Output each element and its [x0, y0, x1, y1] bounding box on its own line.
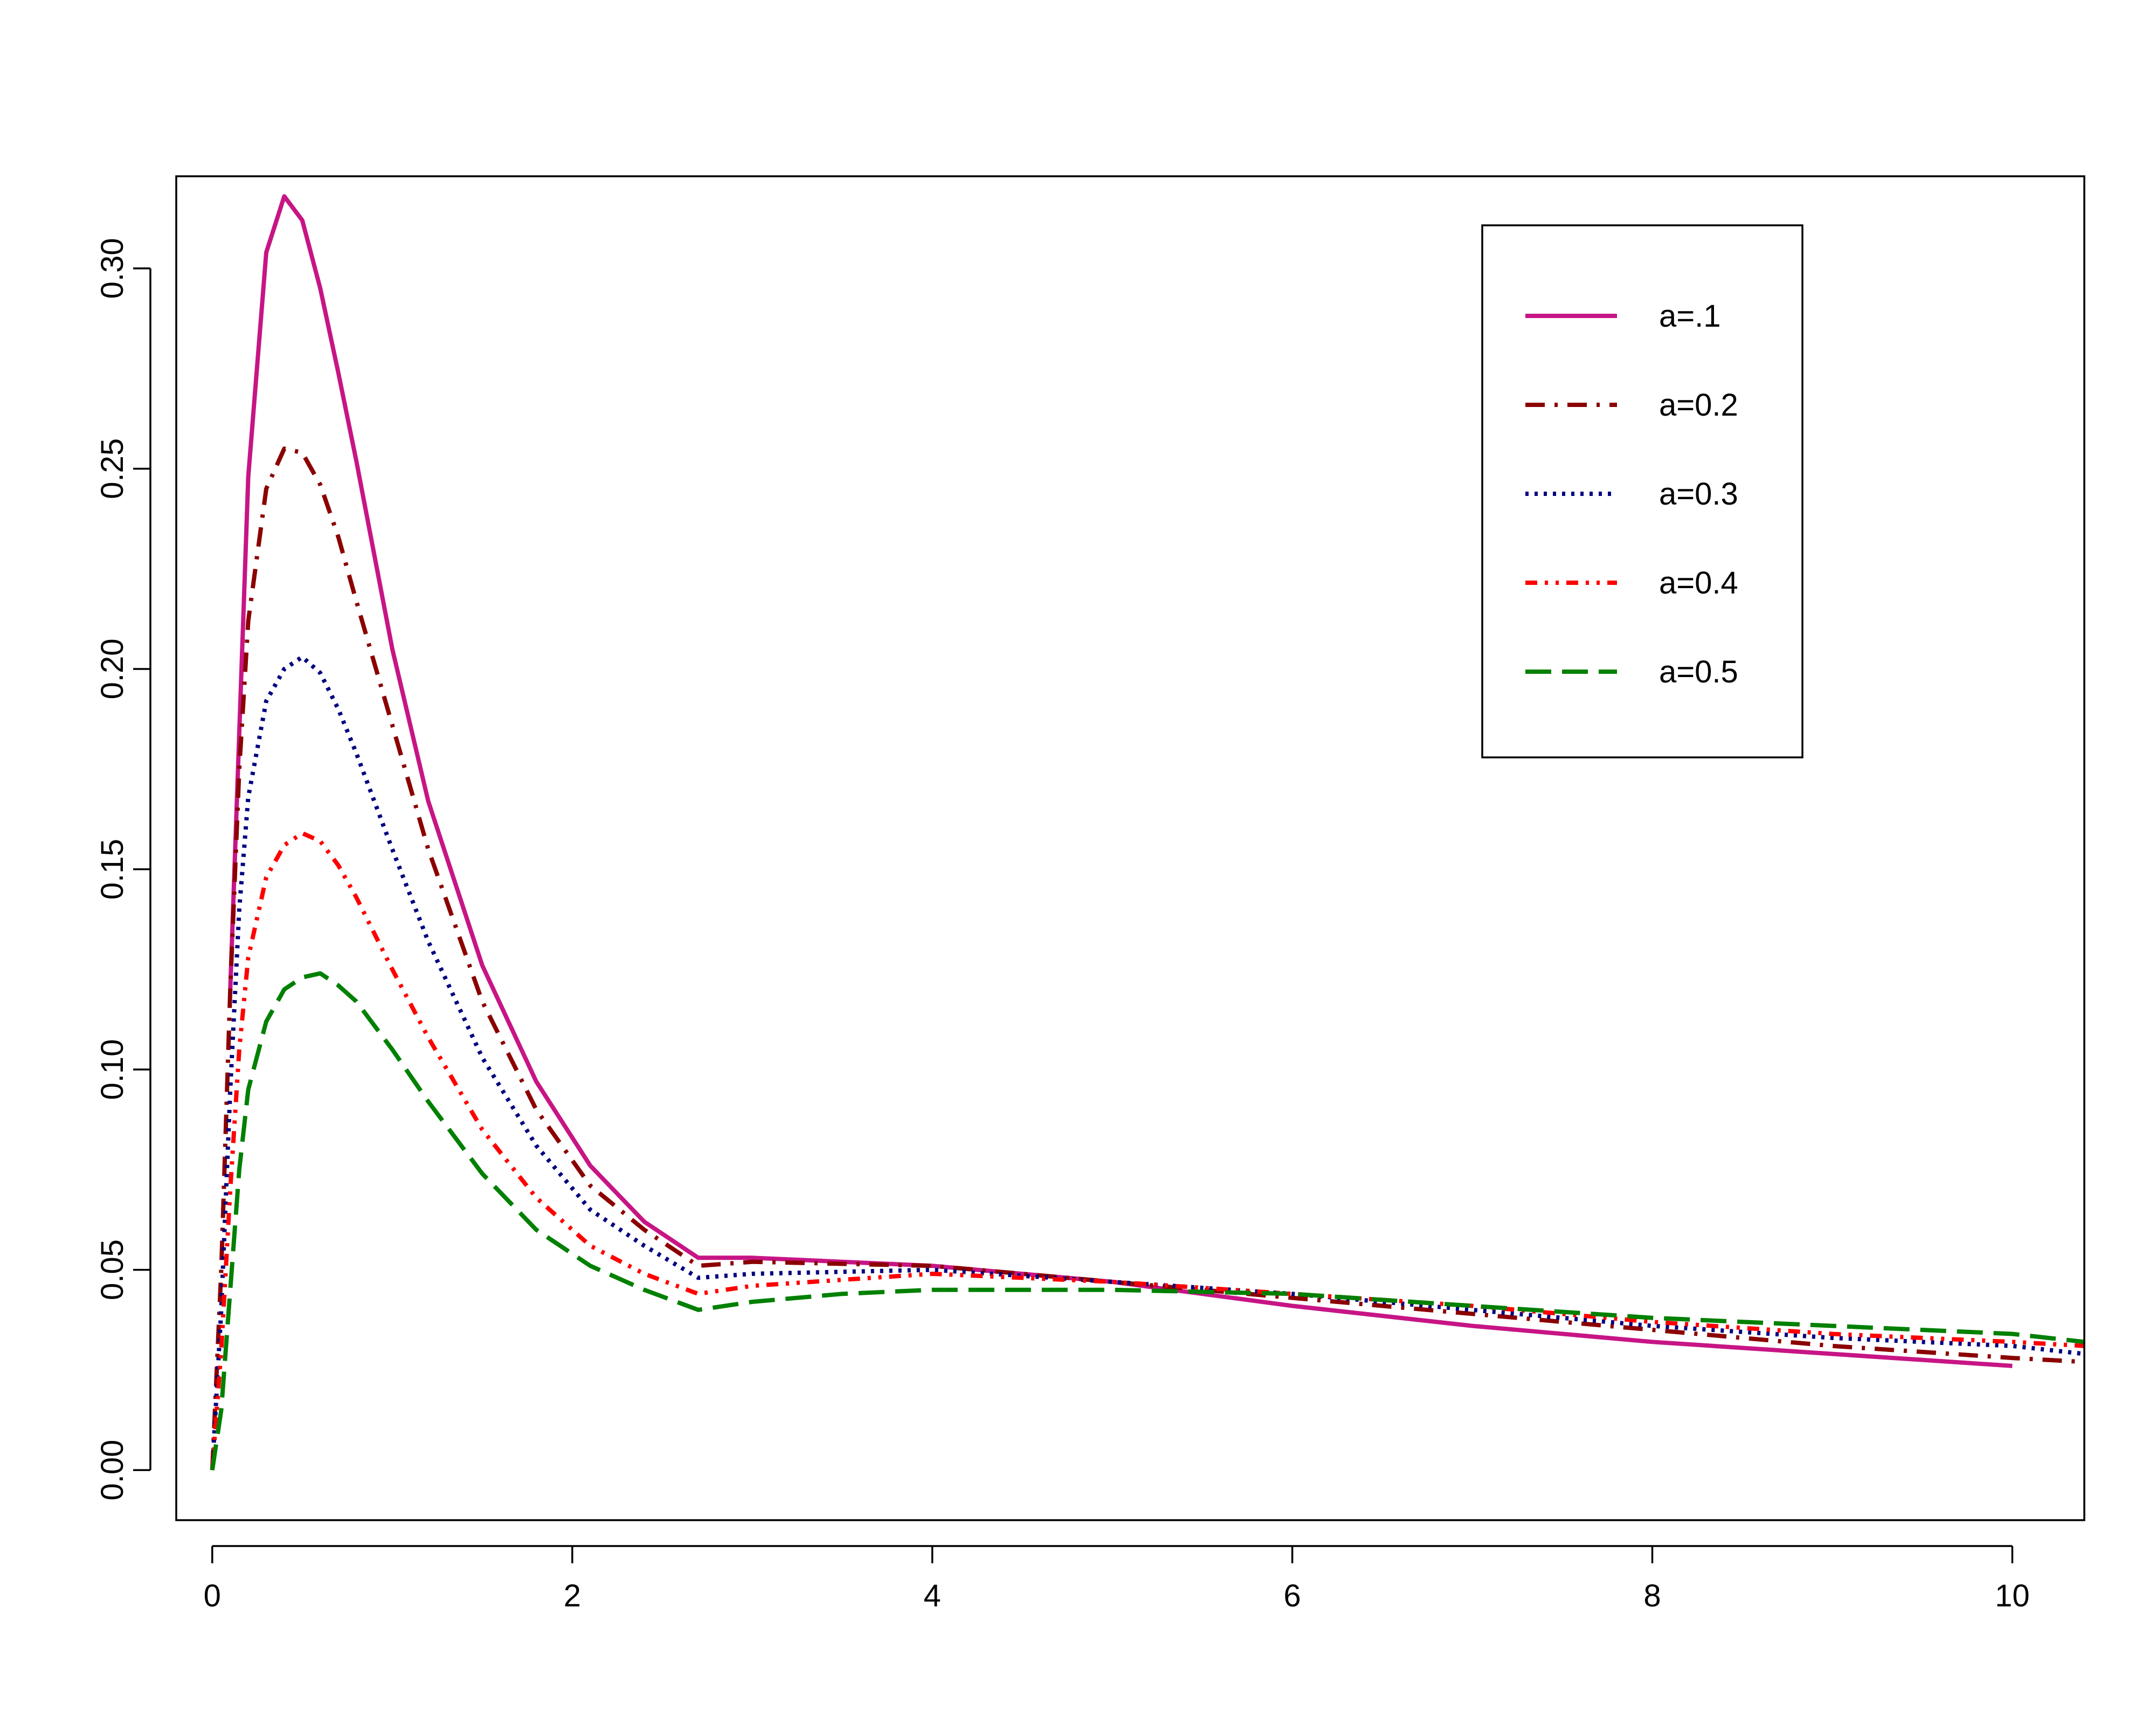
x-axis: 0 2 4 6 8 10 [204, 1545, 2030, 1613]
series-layer [210, 194, 2084, 1471]
x-tick-label: 10 [1995, 1578, 2030, 1613]
series-line-4 [210, 831, 2084, 1471]
series-line-3 [210, 654, 2084, 1471]
y-tick-label: 0.25 [95, 438, 130, 499]
legend-label-5: a=0.5 [1659, 654, 1738, 689]
y-tick-label: 0.05 [95, 1239, 130, 1300]
y-axis: 0.00 0.05 0.10 0.15 0.20 0.25 0.30 [95, 238, 151, 1501]
y-tick-label: 0.15 [95, 839, 130, 900]
series-line-1 [228, 194, 2013, 1368]
plot-frame [175, 175, 2085, 1521]
x-tick-label: 4 [924, 1578, 941, 1613]
legend-label-1: a=.1 [1659, 299, 1721, 334]
y-tick-label: 0.30 [95, 238, 130, 299]
legend-box [1481, 224, 1803, 758]
y-tick-label: 0.10 [95, 1039, 130, 1100]
series-line-2 [210, 446, 2084, 1471]
legend: a=.1 a=0.2 a=0.3 a=0.4 a=0.5 [1481, 224, 1803, 758]
legend-label-3: a=0.3 [1659, 477, 1738, 512]
x-tick-label: 2 [564, 1578, 581, 1613]
legend-label-2: a=0.2 [1659, 388, 1738, 423]
y-tick-label: 0.00 [95, 1440, 130, 1501]
legend-label-4: a=0.4 [1659, 565, 1738, 601]
x-tick-label: 8 [1643, 1578, 1661, 1613]
series-line-5 [210, 971, 2084, 1471]
y-tick-label: 0.20 [95, 639, 130, 700]
x-tick-label: 0 [204, 1578, 221, 1613]
x-tick-label: 6 [1283, 1578, 1301, 1613]
